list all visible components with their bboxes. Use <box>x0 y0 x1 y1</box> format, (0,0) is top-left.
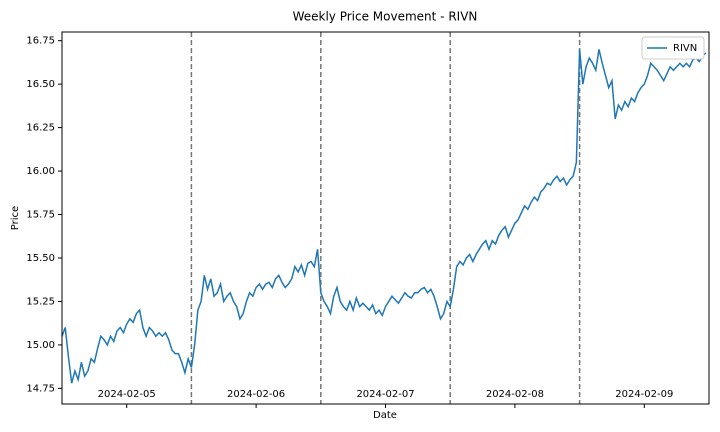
y-tick-label: 16.00 <box>26 166 55 177</box>
plot-frame <box>61 31 710 405</box>
x-tick-label: 2024-02-07 <box>356 389 414 400</box>
y-tick-label: 16.25 <box>26 123 55 134</box>
y-tick-label: 16.50 <box>26 79 55 90</box>
x-tick-label: 2024-02-05 <box>98 389 156 400</box>
legend-label: RIVN <box>673 43 697 54</box>
x-tick-label: 2024-02-08 <box>486 389 544 400</box>
y-tick-label: 15.25 <box>26 296 55 307</box>
x-axis-label: Date <box>373 410 397 421</box>
x-tick-label: 2024-02-09 <box>615 389 673 400</box>
y-tick-label: 16.75 <box>26 36 55 47</box>
y-tick-label: 15.50 <box>26 253 55 264</box>
price-line <box>61 49 707 384</box>
y-tick-label: 15.75 <box>26 210 55 221</box>
x-tick-label: 2024-02-06 <box>227 389 285 400</box>
chart-title: Weekly Price Movement - RIVN <box>293 10 478 24</box>
y-axis-label: Price <box>10 206 21 230</box>
y-tick-label: 15.00 <box>26 340 55 351</box>
y-tick-label: 14.75 <box>26 383 55 394</box>
legend-box <box>641 36 705 60</box>
